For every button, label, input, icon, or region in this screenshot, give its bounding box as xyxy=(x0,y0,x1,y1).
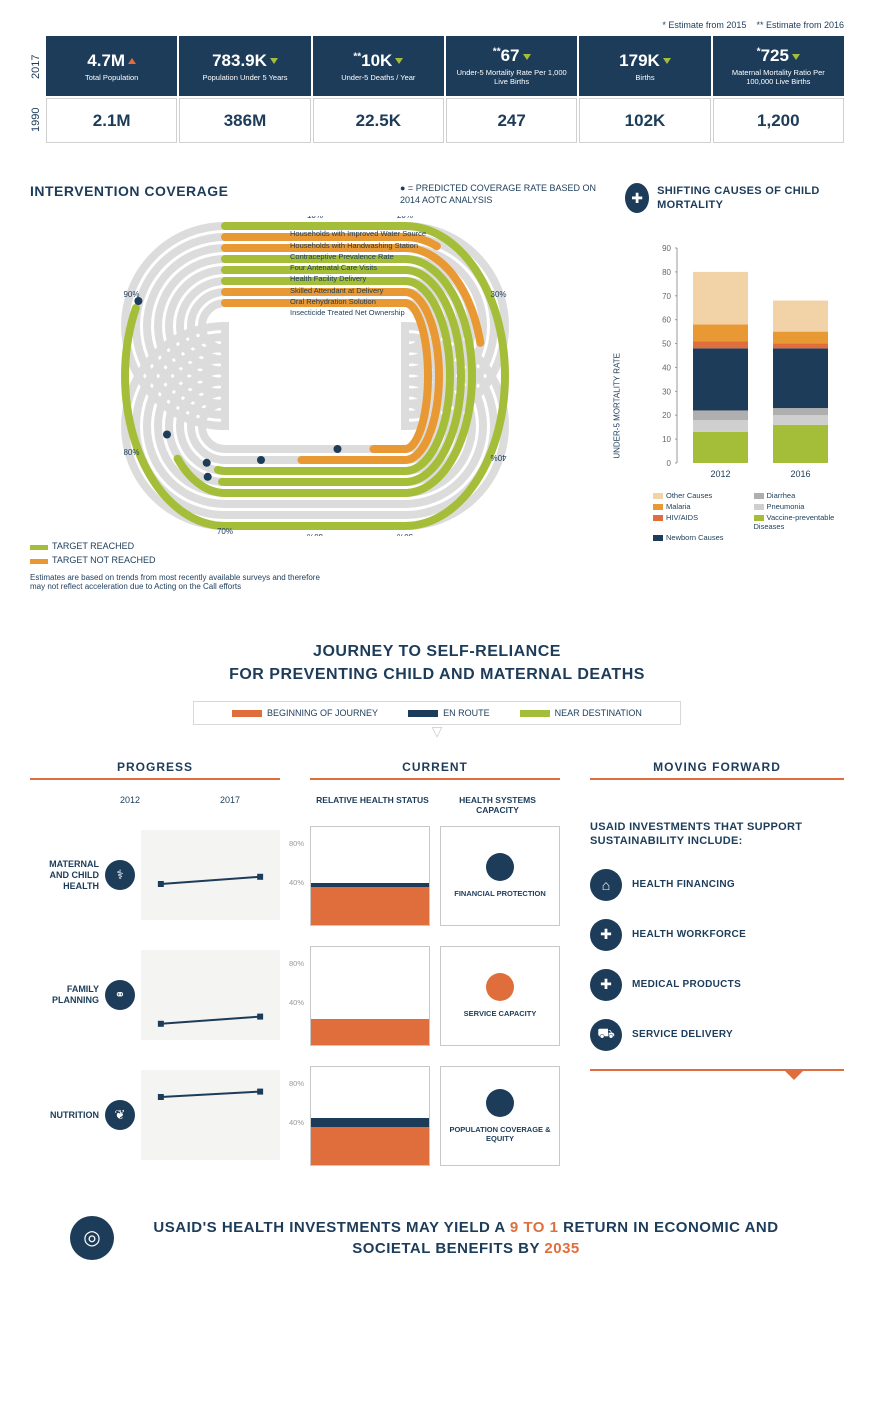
stat-cell-2017: *725Maternal Mortality Ratio Per 100,000… xyxy=(713,36,844,96)
category-icon: ❦ xyxy=(105,1100,135,1130)
year-2017-label: 2017 xyxy=(30,37,42,97)
current-row: 40% 80% FINANCIAL PROTECTION xyxy=(310,816,560,936)
shifting-ylabel: UNDER-5 MORTALITY RATE xyxy=(613,353,622,459)
svg-text:0: 0 xyxy=(667,459,672,468)
journey-legend-item: BEGINNING OF JOURNEY xyxy=(232,708,378,718)
intervention-coverage-title: INTERVENTION COVERAGE xyxy=(30,183,229,199)
stat-cell-1990: 386M xyxy=(179,98,310,143)
svg-text:2016: 2016 xyxy=(790,469,810,479)
svg-text:10%: 10% xyxy=(307,216,323,220)
shifting-legend-item: Vaccine-preventable Diseases xyxy=(754,513,845,531)
stats-table: 2017 1990 4.7MTotal Population783.9KPopu… xyxy=(30,36,844,143)
progress-row: NUTRITION ❦ xyxy=(30,1055,280,1175)
category-icon: ⚕ xyxy=(105,860,135,890)
coins-icon: ◎ xyxy=(70,1216,114,1260)
shifting-legend-item: Pneumonia xyxy=(754,502,845,511)
stat-cell-2017: 4.7MTotal Population xyxy=(46,36,177,96)
return-statement: ◎ USAID'S HEALTH INVESTMENTS MAY YIELD A… xyxy=(30,1216,844,1260)
forward-item: ⌂HEALTH FINANCING xyxy=(590,869,844,901)
forward-underline xyxy=(590,1069,844,1071)
svg-text:70%: 70% xyxy=(217,527,233,536)
forward-icon: ⌂ xyxy=(590,869,622,901)
stat-cell-1990: 102K xyxy=(579,98,710,143)
shifting-causes-chart: UNDER-5 MORTALITY RATE 01020304050607080… xyxy=(625,223,844,483)
stat-cell-1990: 2.1M xyxy=(46,98,177,143)
svg-text:40: 40 xyxy=(662,363,671,372)
intervention-footnote: Estimates are based on trends from most … xyxy=(30,573,330,591)
stat-cell-2017: **67Under-5 Mortality Rate Per 1,000 Liv… xyxy=(446,36,577,96)
journey-title: JOURNEY TO SELF-RELIANCE FOR PREVENTING … xyxy=(30,641,844,686)
svg-text:30%: 30% xyxy=(491,290,507,299)
current-subtitles: RELATIVE HEALTH STATUSHEALTH SYSTEMS CAP… xyxy=(310,795,560,815)
svg-text:50%: 50% xyxy=(397,532,413,536)
svg-text:70: 70 xyxy=(662,292,671,301)
stat-cell-2017: 783.9KPopulation Under 5 Years xyxy=(179,36,310,96)
forward-heading: USAID INVESTMENTS THAT SUPPORT SUSTAINAB… xyxy=(590,820,844,849)
svg-text:90: 90 xyxy=(662,244,671,253)
journey-legend-item: NEAR DESTINATION xyxy=(520,708,642,718)
forward-icon: ⛟ xyxy=(590,1019,622,1051)
forward-icon: ✚ xyxy=(590,919,622,951)
svg-text:60: 60 xyxy=(662,316,671,325)
track-series-labels: Households with Improved Water SourceHou… xyxy=(290,228,426,318)
shifting-causes-icon: ✚ xyxy=(625,183,649,213)
stat-cell-2017: 179KBirths xyxy=(579,36,710,96)
category-icon: ⚭ xyxy=(105,980,135,1010)
shifting-legend-item: Malaria xyxy=(653,502,744,511)
svg-text:20%: 20% xyxy=(397,216,413,220)
shifting-legend-item: HIV/AIDS xyxy=(653,513,744,531)
forward-col-title: MOVING FORWARD xyxy=(590,760,844,780)
current-col-title: CURRENT xyxy=(310,760,560,780)
stat-cell-1990: 22.5K xyxy=(313,98,444,143)
shifting-legend-item: Newborn Causes xyxy=(653,533,744,542)
svg-text:10: 10 xyxy=(662,435,671,444)
forward-item: ✚MEDICAL PRODUCTS xyxy=(590,969,844,1001)
progress-col-title: PROGRESS xyxy=(30,760,280,780)
shifting-legend-item: Diarrhea xyxy=(754,491,845,500)
stat-cell-1990: 1,200 xyxy=(713,98,844,143)
forward-icon: ✚ xyxy=(590,969,622,1001)
current-row: 40% 80% SERVICE CAPACITY xyxy=(310,936,560,1056)
stat-cell-1990: 247 xyxy=(446,98,577,143)
progress-years: 20122017 xyxy=(30,795,280,805)
svg-text:40%: 40% xyxy=(491,453,507,462)
shifting-legend-item: Other Causes xyxy=(653,491,744,500)
forward-item: ✚HEALTH WORKFORCE xyxy=(590,919,844,951)
year-1990-label: 1990 xyxy=(30,97,42,142)
estimate-footnotes: * Estimate from 2015 ** Estimate from 20… xyxy=(30,20,844,30)
racetrack-chart: 10% 20% 30% 40% 50% 60% 70% 80% 90% Households w… xyxy=(30,216,600,536)
shifting-causes-title: SHIFTING CAUSES OF CHILD MORTALITY xyxy=(657,184,844,213)
stat-cell-2017: **10KUnder-5 Deaths / Year xyxy=(313,36,444,96)
forward-item: ⛟SERVICE DELIVERY xyxy=(590,1019,844,1051)
svg-text:80%: 80% xyxy=(123,448,139,457)
shifting-legend: Other Causes Diarrhea Malaria Pneumonia HIV/… xyxy=(653,491,844,542)
svg-text:60%: 60% xyxy=(307,532,323,536)
svg-text:80: 80 xyxy=(662,268,671,277)
journey-legend-item: EN ROUTE xyxy=(408,708,490,718)
progress-row: FAMILY PLANNING ⚭ xyxy=(30,935,280,1055)
target-reached-legend: TARGET REACHED xyxy=(30,541,600,551)
predicted-coverage-legend: ● = PREDICTED COVERAGE RATE BASED ON 201… xyxy=(400,183,600,206)
svg-text:50: 50 xyxy=(662,340,671,349)
svg-text:2012: 2012 xyxy=(710,469,730,479)
progress-row: MATERNAL AND CHILD HEALTH ⚕ xyxy=(30,815,280,935)
svg-text:90%: 90% xyxy=(123,290,139,299)
current-row: 40% 80% POPULATION COVERAGE & EQUITY xyxy=(310,1056,560,1176)
svg-text:20: 20 xyxy=(662,411,671,420)
target-not-reached-legend: TARGET NOT REACHED xyxy=(30,555,600,565)
svg-text:30: 30 xyxy=(662,387,671,396)
pointer-icon: ▽ xyxy=(30,723,844,740)
journey-legend: BEGINNING OF JOURNEY EN ROUTE NEAR DESTINA… xyxy=(193,701,681,725)
